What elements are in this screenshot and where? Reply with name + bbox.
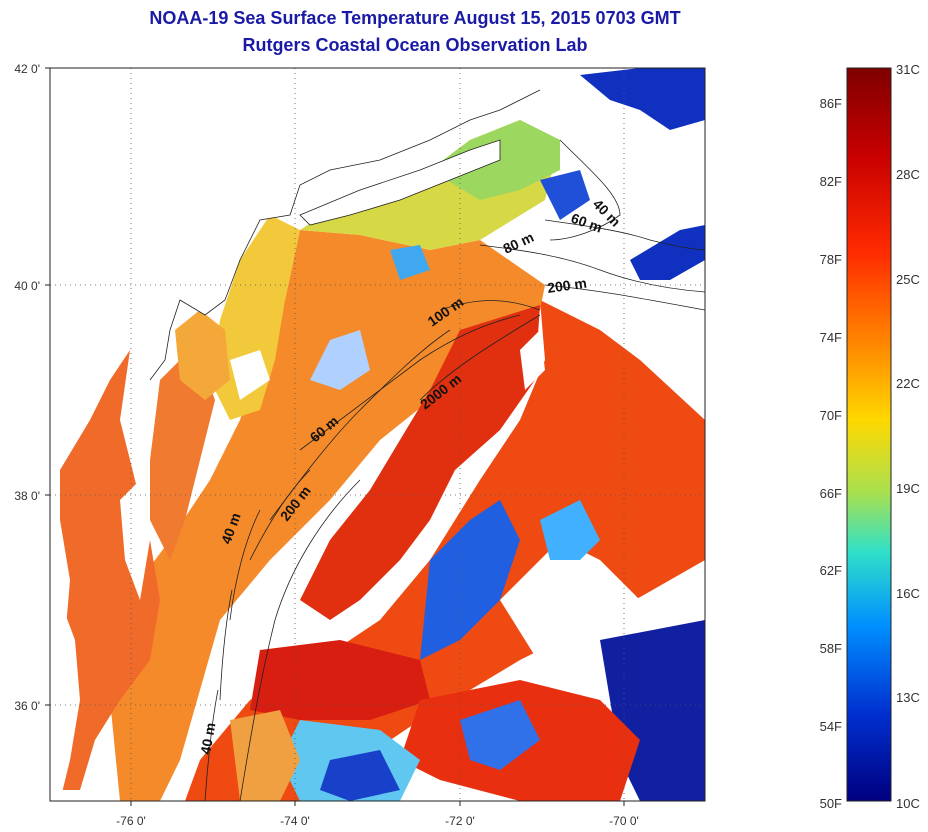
bathymetry-contours: [204, 139, 705, 801]
colorbar-f-label: 78F: [819, 252, 842, 267]
lon-tick-label: -76 0': [116, 814, 146, 828]
lat-tick-label: 38 0': [14, 489, 40, 503]
contour-label: 200 m: [546, 275, 588, 296]
lon-tick-label: -72 0': [445, 814, 475, 828]
colorbar-c-label: 19C: [896, 481, 920, 496]
graticule: [50, 68, 705, 801]
contour-label: 40 m: [197, 721, 218, 755]
colorbar-c-label: 22C: [896, 376, 920, 391]
map-title: NOAA-19 Sea Surface Temperature August 1…: [149, 8, 681, 28]
colorbar-f-label: 58F: [819, 641, 842, 656]
lat-tick-label: 42 0': [14, 62, 40, 76]
lat-tick-label: 40 0': [14, 279, 40, 293]
map-subtitle: Rutgers Coastal Ocean Observation Lab: [242, 35, 588, 55]
colorbar-c-label: 16C: [896, 586, 920, 601]
colorbar-f-label: 70F: [819, 408, 842, 423]
colorbar-f-label: 82F: [819, 174, 842, 189]
colorbar-f-label: 50F: [819, 796, 842, 811]
colorbar-c-label: 13C: [896, 690, 920, 705]
colorbar-f-label: 66F: [819, 486, 842, 501]
colorbar-f-label: 74F: [819, 330, 842, 345]
lat-tick-label: 36 0': [14, 699, 40, 713]
colorbar-c-label: 10C: [896, 796, 920, 811]
lon-tick-label: -70 0': [609, 814, 639, 828]
colorbar: [846, 67, 892, 802]
colorbar-c-label: 31C: [896, 62, 920, 77]
colorbar-f-label: 86F: [819, 96, 842, 111]
colorbar-c-label: 25C: [896, 272, 920, 287]
colorbar-c-label: 28C: [896, 167, 920, 182]
colorbar-f-label: 54F: [819, 719, 842, 734]
lon-tick-label: -74 0': [280, 814, 310, 828]
colorbar-f-label: 62F: [819, 563, 842, 578]
sst-field: [50, 68, 705, 801]
